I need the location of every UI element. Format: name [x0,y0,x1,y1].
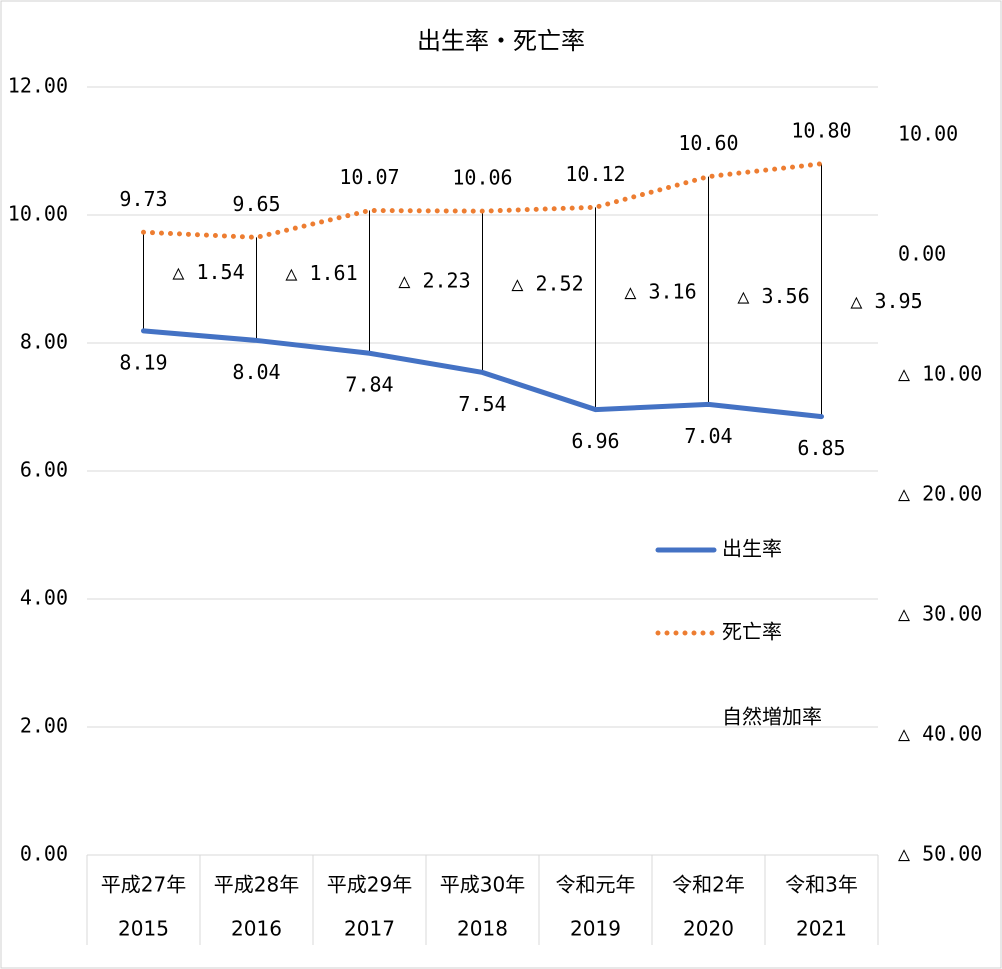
x-tick-label-year: 2018 [457,917,508,941]
x-tick-label-year: 2019 [570,917,621,941]
data-label: △ 1.54 [172,260,244,284]
data-label: △ 3.56 [737,284,809,308]
data-label: 7.04 [684,424,732,448]
x-tick-label: 平成28年 [214,873,299,897]
y2-tick-label: △ 50.00 [898,842,982,866]
x-tick-label: 平成29年 [327,873,412,897]
data-label: △ 3.95 [850,289,922,313]
x-tick-label-year: 2020 [683,917,734,941]
data-label: △ 3.16 [624,279,696,303]
series-line [141,328,824,420]
data-label: 10.06 [452,166,512,190]
y-tick-label: 6.00 [20,458,68,482]
x-tick-label: 令和元年 [556,873,636,897]
x-tick-label-year: 2016 [231,917,282,941]
data-label: △ 2.52 [511,272,583,296]
y-tick-label: 8.00 [20,330,68,354]
chart-title: 出生率・死亡率 [417,27,585,55]
x-tick-label-year: 2017 [344,917,395,941]
data-label: 9.65 [232,192,280,216]
x-tick-label: 令和2年 [672,873,745,897]
data-label: 9.73 [119,187,167,211]
x-tick-label: 平成30年 [440,873,525,897]
y-tick-label: 0.00 [20,842,68,866]
legend-label: 出生率 [722,537,782,561]
y2-tick-label: △ 20.00 [898,482,982,506]
y2-tick-label: △ 40.00 [898,722,982,746]
data-label: 10.60 [678,131,738,155]
data-label: 7.54 [458,392,506,416]
data-label: 8.19 [119,350,167,374]
data-label: 6.96 [571,429,619,453]
series-line [141,161,824,240]
y-tick-label: 10.00 [8,202,68,226]
data-label: △ 2.23 [398,268,470,292]
x-tick-label: 平成27年 [101,873,186,897]
data-label: 10.12 [565,162,625,186]
y2-tick-label: 0.00 [898,242,946,266]
x-tick-label-year: 2015 [118,917,169,941]
y-tick-label: 2.00 [20,714,68,738]
data-label: 6.85 [797,436,845,460]
legend-label: 死亡率 [722,620,782,644]
x-tick-label-year: 2021 [796,917,847,941]
y-tick-label: 4.00 [20,586,68,610]
x-tick-label: 令和3年 [785,873,858,897]
data-label: 7.84 [345,373,393,397]
y2-tick-label: △ 10.00 [898,362,982,386]
legend-label: 自然増加率 [722,705,822,729]
data-label: △ 1.61 [285,261,357,285]
data-label: 10.80 [791,118,851,142]
y2-tick-label: △ 30.00 [898,602,982,626]
data-label: 8.04 [232,360,280,384]
y2-tick-label: 10.00 [898,122,958,146]
y-tick-label: 12.00 [8,74,68,98]
data-label: 10.07 [339,165,399,189]
